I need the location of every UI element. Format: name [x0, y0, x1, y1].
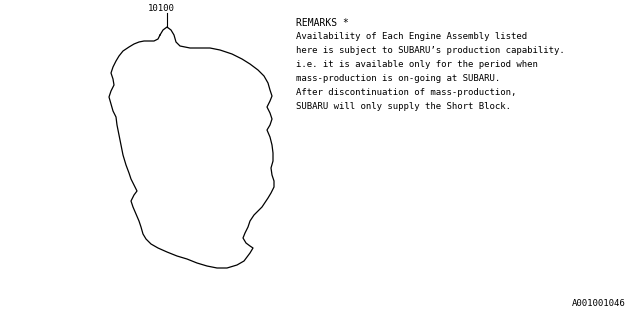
- Text: SUBARU will only supply the Short Block.: SUBARU will only supply the Short Block.: [296, 102, 511, 111]
- Text: i.e. it is available only for the period when: i.e. it is available only for the period…: [296, 60, 538, 69]
- Text: After discontinuation of mass-production,: After discontinuation of mass-production…: [296, 88, 516, 97]
- Text: 10100: 10100: [148, 4, 175, 13]
- Text: Availability of Each Engine Assembly listed: Availability of Each Engine Assembly lis…: [296, 32, 527, 41]
- Text: A001001046: A001001046: [572, 299, 626, 308]
- Text: mass-production is on-going at SUBARU.: mass-production is on-going at SUBARU.: [296, 74, 500, 83]
- Text: here is subject to SUBARU’s production capability.: here is subject to SUBARU’s production c…: [296, 46, 564, 55]
- Text: REMARKS *: REMARKS *: [296, 18, 349, 28]
